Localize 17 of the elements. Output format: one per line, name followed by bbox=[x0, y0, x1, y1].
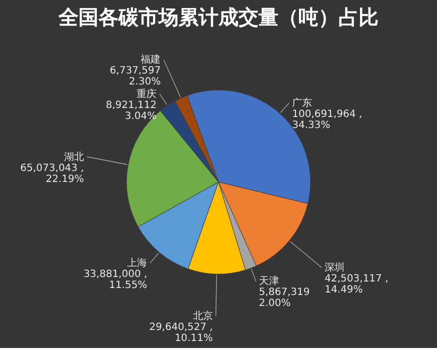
data-label: 6,737,597 2.30% bbox=[110, 66, 161, 88]
data-label: 65,073,043 , 22.19% bbox=[20, 162, 84, 185]
chart-title: 全国各碳市场累计成交量（吨）占比 bbox=[58, 5, 378, 29]
data-label: 100,691,964 , 34.33% bbox=[292, 108, 362, 131]
slice-label: 天津 bbox=[258, 275, 279, 288]
slice-label: 深圳 bbox=[324, 262, 345, 274]
data-label: 29,640,527 , 10.11% bbox=[149, 322, 213, 344]
slice-label: 广东 bbox=[292, 96, 312, 109]
data-label: 8,921,112 3.04% bbox=[106, 100, 157, 122]
slice-label: 北京 bbox=[192, 310, 213, 322]
slice-label: 湖北 bbox=[64, 150, 84, 163]
data-label: 42,503,117 , 14.49% bbox=[324, 274, 388, 296]
data-label: 5,867,319 2.00% bbox=[258, 287, 310, 310]
slice-label: 福建 bbox=[140, 54, 161, 66]
slice-label: 重庆 bbox=[136, 88, 157, 100]
slice-label: 上海 bbox=[127, 257, 148, 270]
data-label: 33,881,000 , 11.55% bbox=[84, 269, 148, 292]
